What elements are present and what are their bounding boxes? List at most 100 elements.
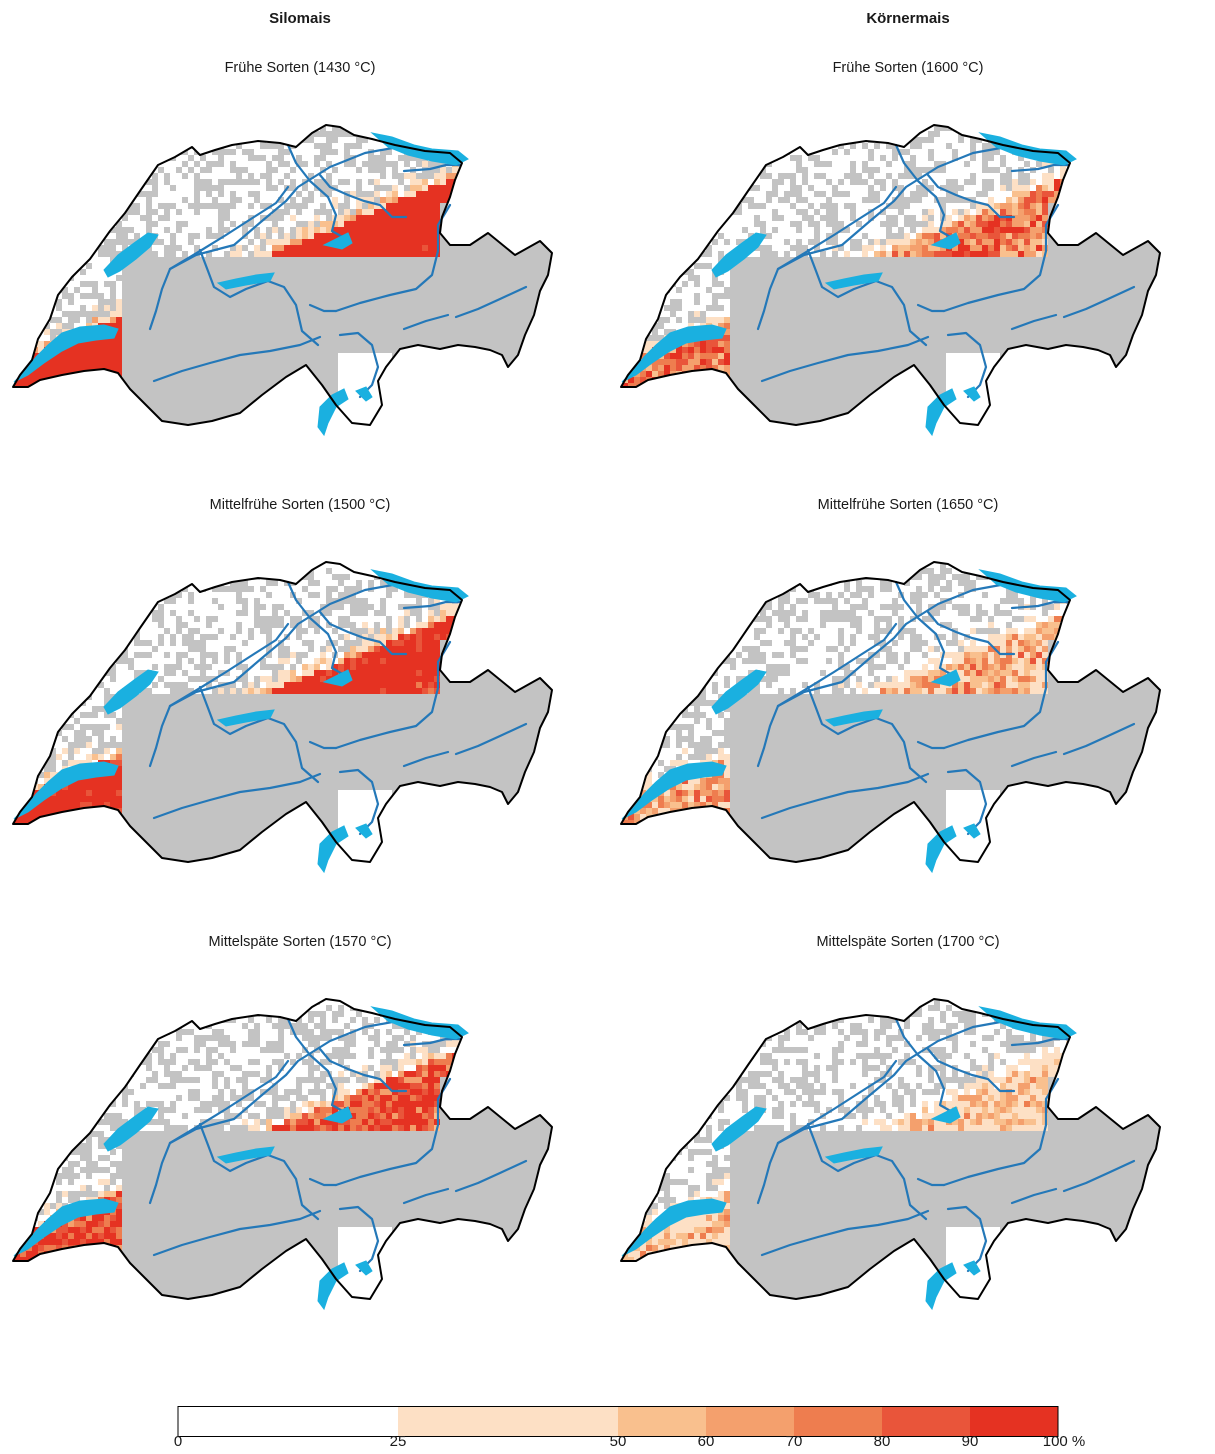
- legend-bin: [706, 1406, 794, 1437]
- river: [1062, 285, 1136, 319]
- river: [286, 1017, 348, 1115]
- river: [152, 1209, 322, 1257]
- river: [916, 303, 946, 313]
- river: [916, 1177, 946, 1187]
- river: [894, 143, 956, 241]
- lake: [216, 1146, 275, 1164]
- river: [760, 335, 930, 383]
- switzerland-map-koernermais-mittelspaete: [620, 998, 1161, 1311]
- panel-title: Mittelfrühe Sorten (1500 °C): [209, 497, 391, 513]
- river: [286, 580, 348, 678]
- lake: [930, 1106, 961, 1124]
- river: [1062, 1159, 1136, 1193]
- river: [946, 331, 988, 399]
- legend-tick-label: 25: [389, 1433, 407, 1450]
- river: [806, 685, 928, 784]
- national-border: [12, 561, 553, 863]
- lake: [824, 272, 883, 290]
- river: [152, 772, 322, 820]
- river: [946, 1205, 988, 1273]
- lake: [711, 232, 767, 278]
- lake: [322, 1106, 353, 1124]
- column-title-koernermais: Körnermais: [866, 10, 950, 27]
- panel-title: Frühe Sorten (1430 °C): [224, 60, 376, 76]
- legend-bin: [794, 1406, 882, 1437]
- river: [454, 722, 528, 756]
- river: [756, 582, 1008, 768]
- lake: [824, 1146, 883, 1164]
- river: [198, 685, 320, 784]
- lake: [317, 825, 349, 874]
- lake: [930, 232, 961, 250]
- river: [1010, 750, 1058, 768]
- river: [402, 1187, 450, 1205]
- column-title-silomais: Silomais: [269, 10, 331, 27]
- river: [806, 1122, 928, 1221]
- panel-title: Mittelspäte Sorten (1700 °C): [816, 934, 1000, 950]
- lake: [711, 669, 767, 715]
- lake: [355, 823, 373, 839]
- lake: [13, 1198, 119, 1257]
- switzerland-map-silomais-mittelspaete: [12, 998, 553, 1311]
- legend-tick-label: 100 %: [1042, 1433, 1086, 1450]
- river: [148, 582, 400, 768]
- river: [806, 248, 928, 347]
- river: [168, 622, 290, 708]
- river: [942, 203, 1060, 313]
- legend-tick-label: 90: [961, 1433, 979, 1450]
- lake: [711, 1106, 767, 1152]
- switzerland-map-silomais-mittelfruehe: [12, 561, 553, 874]
- river: [308, 303, 338, 313]
- river: [1010, 1187, 1058, 1205]
- lake: [621, 1198, 727, 1257]
- lake: [216, 709, 275, 727]
- river: [286, 143, 348, 241]
- lake: [963, 823, 981, 839]
- river: [776, 1059, 898, 1145]
- switzerland-map-silomais-fruehe: [12, 124, 553, 437]
- color-legend: [177, 1406, 1059, 1437]
- river: [760, 1209, 930, 1257]
- river: [894, 1017, 956, 1115]
- river: [338, 768, 380, 836]
- legend-tick-label: 70: [785, 1433, 803, 1450]
- national-border: [620, 561, 1161, 863]
- river: [402, 313, 450, 331]
- river: [946, 768, 988, 836]
- river: [776, 185, 898, 271]
- river: [338, 331, 380, 399]
- lake: [621, 761, 727, 820]
- lake: [925, 388, 957, 437]
- river: [308, 740, 338, 750]
- river: [148, 145, 400, 331]
- river: [1010, 313, 1058, 331]
- legend-bin: [882, 1406, 970, 1437]
- river: [334, 1077, 452, 1187]
- lake: [355, 1260, 373, 1276]
- lake: [925, 1262, 957, 1311]
- river: [454, 285, 528, 319]
- switzerland-map-koernermais-fruehe: [620, 124, 1161, 437]
- legend-tick-label: 50: [609, 1433, 627, 1450]
- river: [894, 580, 956, 678]
- river: [454, 1159, 528, 1193]
- river: [318, 1047, 408, 1093]
- panel-title: Mittelfrühe Sorten (1650 °C): [817, 497, 999, 513]
- lake: [930, 669, 961, 687]
- river: [334, 203, 452, 313]
- river: [926, 173, 1016, 219]
- river: [168, 185, 290, 271]
- river: [152, 335, 322, 383]
- lake: [963, 1260, 981, 1276]
- river: [334, 640, 452, 750]
- river: [318, 610, 408, 656]
- river: [1062, 722, 1136, 756]
- lake: [317, 388, 349, 437]
- lake: [355, 386, 373, 402]
- lake: [216, 272, 275, 290]
- legend-tick-label: 80: [873, 1433, 891, 1450]
- national-border: [12, 124, 553, 426]
- river: [942, 1077, 1060, 1187]
- river: [756, 1019, 1008, 1205]
- lake: [13, 324, 119, 383]
